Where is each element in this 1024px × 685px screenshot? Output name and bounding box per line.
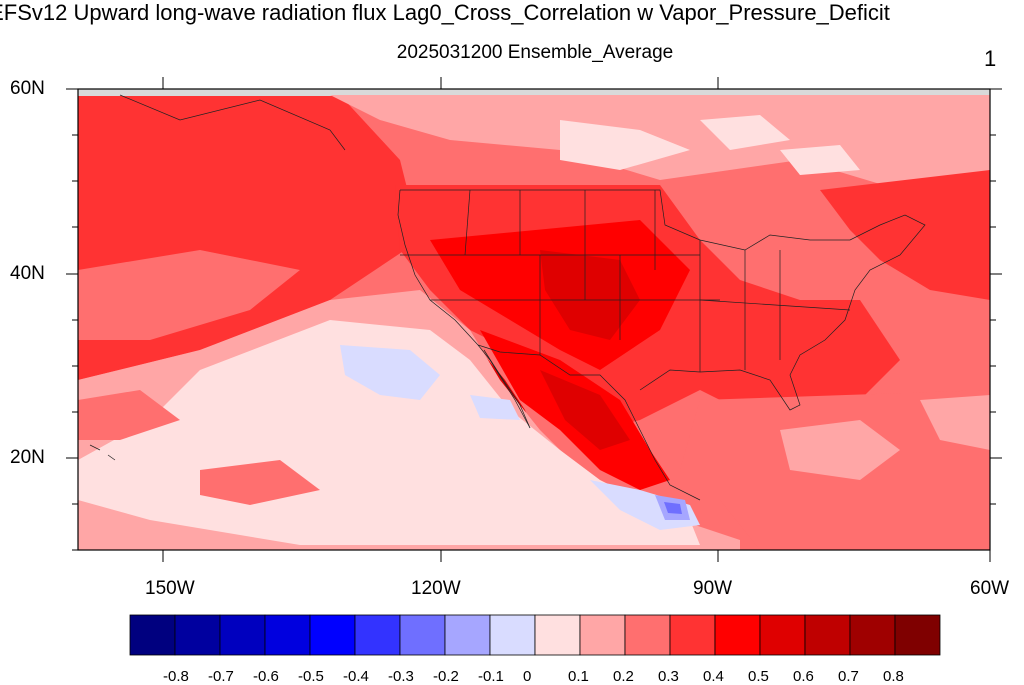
colorbar-swatch [804,614,851,656]
colorbar-swatch [129,614,176,656]
colorbar-label: 0.8 [883,668,904,685]
lat-label-60n: 60N [10,78,45,99]
colorbar-label: 0 [523,668,532,685]
correlation-field [78,89,990,550]
axis-ticks [66,77,1002,562]
lat-label-40n: 40N [10,263,45,284]
colorbar-label: 0.6 [793,668,814,685]
colorbar-swatch [894,614,941,656]
colorbar-swatch [759,614,806,656]
colorbar-swatch [534,614,581,656]
colorbar-swatch [489,614,536,656]
map-boundaries [89,94,926,501]
colorbar-label: -0.7 [208,668,234,685]
colorbar-swatch [354,614,401,656]
lon-label-120w: 120W [411,578,461,599]
colorbar-swatch [309,614,356,656]
colorbar-label: 0.7 [838,668,859,685]
colorbar-swatch [174,614,221,656]
colorbar-swatch [444,614,491,656]
colorbar-label: 0.5 [748,668,769,685]
colorbar-swatch [264,614,311,656]
colorbar-label: -0.3 [388,668,414,685]
colorbar [129,614,941,656]
colorbar-label: -0.2 [433,668,459,685]
colorbar-label: 0.1 [568,668,589,685]
panel-number: 1 [984,46,997,71]
colorbar-swatch [399,614,446,656]
colorbar-label: -0.6 [253,668,279,685]
map-title: GEFSv12 Upward long-wave radiation flux … [0,0,890,25]
colorbar-swatch [624,614,671,656]
colorbar-label: -0.4 [343,668,369,685]
colorbar-swatch [669,614,716,656]
colorbar-label: 0.4 [703,668,724,685]
colorbar-swatch [849,614,896,656]
lat-label-20n: 20N [10,447,45,468]
colorbar-label: 0.2 [613,668,634,685]
lon-label-60w: 60W [970,578,1010,599]
lon-label-90w: 90W [693,578,733,599]
colorbar-swatch [219,614,266,656]
colorbar-label: -0.5 [298,668,324,685]
colorbar-swatch [579,614,626,656]
lon-label-150w: 150W [145,578,195,599]
colorbar-swatch [714,614,761,656]
colorbar-label: -0.8 [163,668,189,685]
map-subtitle: 2025031200 Ensemble_Average [396,42,674,63]
colorbar-label: -0.1 [478,668,504,685]
colorbar-label: 0.3 [658,668,679,685]
